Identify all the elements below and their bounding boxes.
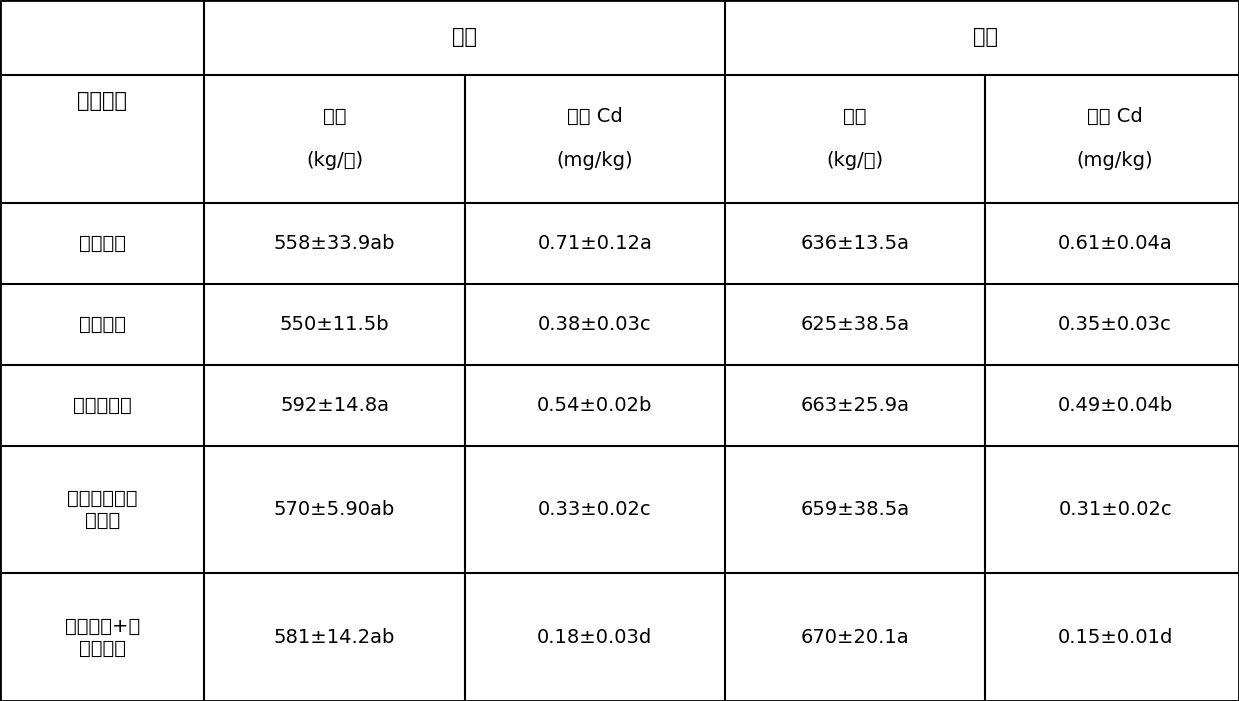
Text: 石灰与铁肥混
合基施: 石灰与铁肥混 合基施 xyxy=(67,489,138,530)
Text: 0.54±0.02b: 0.54±0.02b xyxy=(536,395,653,414)
Text: 0.35±0.03c: 0.35±0.03c xyxy=(1058,315,1172,334)
Text: 基施石灰+分
蘖期铁肥: 基施石灰+分 蘖期铁肥 xyxy=(64,617,140,658)
Text: 0.31±0.02c: 0.31±0.02c xyxy=(1058,500,1172,519)
Text: 592±14.8a: 592±14.8a xyxy=(280,395,389,414)
Text: 0.71±0.12a: 0.71±0.12a xyxy=(538,233,652,252)
Text: 570±5.90ab: 570±5.90ab xyxy=(274,500,395,519)
Text: 0.18±0.03d: 0.18±0.03d xyxy=(536,627,653,646)
Text: 581±14.2ab: 581±14.2ab xyxy=(274,627,395,646)
Text: 产量

(kg/亩): 产量 (kg/亩) xyxy=(826,107,883,170)
Text: 空白对照: 空白对照 xyxy=(79,233,125,252)
Text: 0.61±0.04a: 0.61±0.04a xyxy=(1058,233,1172,252)
Text: 贵溪: 贵溪 xyxy=(452,27,477,48)
Text: 糙米 Cd

(mg/kg): 糙米 Cd (mg/kg) xyxy=(556,107,633,170)
Text: 663±25.9a: 663±25.9a xyxy=(800,395,909,414)
Text: 659±38.5a: 659±38.5a xyxy=(800,500,909,519)
Text: 558±33.9ab: 558±33.9ab xyxy=(274,233,395,252)
Text: 0.15±0.01d: 0.15±0.01d xyxy=(1057,627,1173,646)
Text: 铜陵: 铜陵 xyxy=(973,27,997,48)
Text: 产量

(kg/亩): 产量 (kg/亩) xyxy=(306,107,363,170)
Text: 636±13.5a: 636±13.5a xyxy=(800,233,909,252)
Text: 670±20.1a: 670±20.1a xyxy=(800,627,909,646)
Text: 0.33±0.02c: 0.33±0.02c xyxy=(538,500,652,519)
Text: 0.49±0.04b: 0.49±0.04b xyxy=(1057,395,1173,414)
Text: 基施石灰: 基施石灰 xyxy=(79,315,125,334)
Text: 糙米 Cd

(mg/kg): 糙米 Cd (mg/kg) xyxy=(1077,107,1154,170)
Text: 分蘖期铁肥: 分蘖期铁肥 xyxy=(73,395,131,414)
Text: 550±11.5b: 550±11.5b xyxy=(280,315,389,334)
Text: 0.38±0.03c: 0.38±0.03c xyxy=(538,315,652,334)
Text: 处理方式: 处理方式 xyxy=(77,91,128,111)
Text: 625±38.5a: 625±38.5a xyxy=(800,315,909,334)
